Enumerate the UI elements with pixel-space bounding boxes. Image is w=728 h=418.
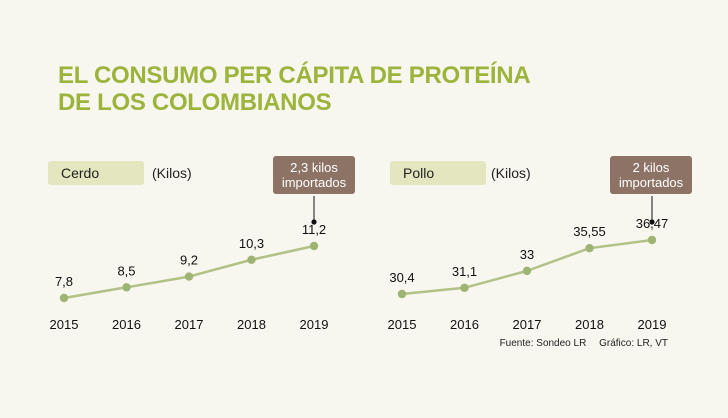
x-tick-label-cerdo-2015: 2015: [50, 317, 79, 332]
x-tick-label-cerdo-2018: 2018: [237, 317, 266, 332]
chart-title-line-2: DE LOS COLOMBIANOS: [58, 89, 332, 116]
chart-panel-cerdo: 7,8 2015 8,5 2016 9,2 2017 10,3 2018 11,2 2019: [50, 196, 329, 332]
x-tick-label-cerdo-2017: 2017: [175, 317, 204, 332]
data-point-pollo-2017: [522, 266, 532, 276]
callout-cerdo-line-1: 2,3 kilos: [290, 160, 338, 175]
x-tick-label-pollo-2018: 2018: [575, 317, 604, 332]
callout-dot-cerdo: [311, 219, 317, 225]
chart-panel-pollo: 30,4 2015 31,1 2016 33 2017 35,55 2018 36,47 2019: [388, 196, 669, 332]
x-tick-label-pollo-2017: 2017: [513, 317, 542, 332]
source-note: Fuente: Sondeo LR Gráfico: LR, VT: [500, 338, 668, 349]
callout-dot-pollo: [649, 219, 655, 225]
callout-cerdo: 2,3 kilos importados: [273, 156, 355, 194]
data-point-pollo-2016: [460, 283, 469, 292]
value-label-cerdo-2018: 10,3: [239, 236, 264, 251]
unit-label-pollo: (Kilos): [491, 165, 531, 181]
callout-cerdo-line-2: importados: [281, 175, 347, 190]
data-point-cerdo-2016: [122, 283, 131, 292]
source-fuente: Fuente: Sondeo LR: [499, 338, 587, 349]
x-tick-label-pollo-2019: 2019: [638, 317, 667, 332]
series-label-cerdo: Cerdo: [48, 161, 144, 185]
data-point-pollo-2018: [585, 243, 594, 253]
x-tick-label-pollo-2015: 2015: [388, 317, 417, 332]
data-point-cerdo-2017: [184, 272, 194, 281]
x-tick-label-cerdo-2016: 2016: [112, 317, 141, 332]
series-label-pollo: Pollo: [390, 161, 486, 185]
chart-title: EL CONSUMO PER CÁPITA DE PROTEÍNA DE LOS…: [58, 62, 698, 116]
data-point-cerdo-2018: [247, 255, 256, 264]
value-label-cerdo-2019: 11,2: [302, 222, 326, 237]
value-label-pollo-2015: 30,4: [389, 270, 414, 285]
value-label-pollo-2018: 35,55: [573, 224, 606, 239]
value-label-pollo-2019: 36,47: [636, 216, 669, 231]
value-label-cerdo-2017: 9,2: [180, 253, 198, 268]
callout-pollo-line-2: importados: [618, 175, 684, 190]
chart-title-line-1: EL CONSUMO PER CÁPITA DE PROTEÍNA: [58, 62, 531, 89]
data-point-pollo-2015: [397, 289, 407, 299]
value-label-pollo-2016: 31,1: [452, 264, 477, 279]
unit-label-cerdo: (Kilos): [152, 165, 192, 181]
data-point-cerdo-2019: [309, 241, 319, 251]
source-grafico: Gráfico: LR, VT: [599, 338, 668, 349]
x-tick-label-cerdo-2019: 2019: [300, 317, 329, 332]
value-label-cerdo-2015: 7,8: [55, 274, 73, 289]
value-label-cerdo-2016: 8,5: [117, 263, 135, 278]
callout-pollo: 2 kilos importados: [610, 156, 692, 194]
value-label-pollo-2017: 33: [520, 247, 534, 262]
callout-pollo-line-1: 2 kilos: [632, 160, 670, 175]
data-point-pollo-2019: [647, 235, 657, 245]
data-point-cerdo-2015: [59, 293, 69, 303]
x-tick-label-pollo-2016: 2016: [450, 317, 479, 332]
